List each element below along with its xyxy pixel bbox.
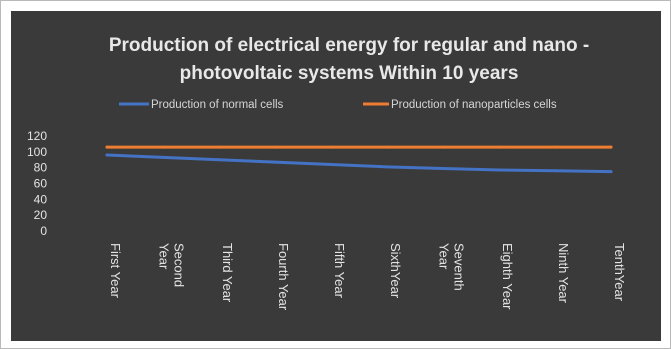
chart-title-line-2: photovoltaic systems Within 10 years — [180, 63, 519, 84]
x-tick-label-5: Fifth Year — [332, 243, 347, 299]
data-point-s2-8 — [497, 145, 501, 149]
x-tick-label-line: Year — [437, 243, 452, 270]
data-point-s1-8 — [497, 168, 501, 172]
chart-title-line-1: Production of electrical energy for regu… — [109, 35, 589, 56]
data-point-s2-1 — [105, 145, 109, 149]
y-tick-label-120: 120 — [27, 129, 47, 143]
data-point-s1-9 — [553, 169, 557, 173]
x-tick-label-line: Fifth Year — [332, 243, 347, 299]
x-tick-label-line: Year — [157, 243, 172, 270]
data-point-s1-4 — [273, 160, 277, 164]
chart-title: Production of electrical energy for regu… — [109, 35, 589, 84]
series-lines — [105, 145, 613, 174]
data-point-s2-5 — [329, 145, 333, 149]
x-tick-label-line: Eighth Year — [500, 243, 515, 310]
series-line-1 — [105, 153, 613, 174]
legend-label-2: Production of nanoparticles cells — [391, 99, 557, 111]
x-tick-label-line: TenthYear — [612, 243, 627, 302]
chart-legend: Production of normal cells Production of … — [119, 99, 557, 111]
data-point-s2-4 — [273, 145, 277, 149]
x-tick-label-1: First Year — [108, 243, 123, 299]
x-tick-label-6: SixthYear — [388, 243, 403, 299]
data-point-s2-3 — [217, 145, 221, 149]
data-point-s1-3 — [217, 158, 221, 162]
x-tick-label-10: TenthYear — [612, 243, 627, 302]
x-tick-label-8: Eighth Year — [500, 243, 515, 310]
data-point-s2-2 — [161, 145, 165, 149]
data-point-s2-10 — [609, 145, 613, 149]
data-point-s1-5 — [329, 163, 333, 166]
y-tick-label-100: 100 — [27, 145, 47, 159]
y-tick-label-20: 20 — [34, 208, 48, 222]
x-tick-label-line: Fourth Year — [276, 243, 291, 311]
x-tick-label-line: SixthYear — [388, 243, 403, 299]
x-tick-label-line: Seventh — [452, 243, 467, 291]
x-tick-label-line: First Year — [108, 243, 123, 299]
chart-panel: Production of electrical energy for regu… — [11, 11, 661, 341]
x-tick-label-line: Second — [172, 243, 187, 287]
data-point-s2-7 — [441, 145, 445, 149]
data-point-s1-7 — [441, 167, 445, 170]
legend-label-1: Production of normal cells — [151, 99, 284, 111]
x-tick-label-line: Third Year — [220, 243, 235, 303]
y-tick-label-80: 80 — [34, 161, 48, 175]
data-point-s2-6 — [385, 145, 389, 149]
x-tick-label-3: Third Year — [220, 243, 235, 303]
data-point-s1-6 — [385, 165, 389, 169]
data-point-s1-2 — [161, 155, 165, 159]
x-tick-label-4: Fourth Year — [276, 243, 291, 311]
y-tick-label-0: 0 — [40, 224, 47, 238]
data-point-s2-9 — [553, 145, 557, 149]
y-tick-label-60: 60 — [34, 177, 48, 191]
data-point-s1-1 — [105, 153, 109, 157]
data-point-s1-10 — [609, 170, 613, 174]
x-tick-label-line: Ninth Year — [556, 243, 571, 304]
line-chart: Production of electrical energy for regu… — [27, 35, 627, 311]
y-tick-label-40: 40 — [34, 192, 48, 206]
x-tick-label-9: Ninth Year — [556, 243, 571, 304]
